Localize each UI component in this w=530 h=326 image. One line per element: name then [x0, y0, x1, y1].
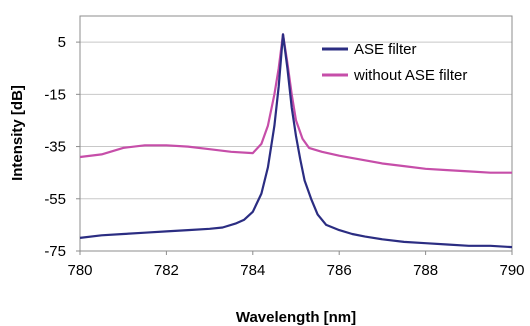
y-tick-label: -35	[44, 139, 66, 156]
plot-area-border	[79, 15, 513, 252]
y-tick-label: -55	[44, 191, 66, 208]
y-axis-ticks: 5 -15 -35 -55 -75	[44, 34, 80, 260]
y-tick-label: -75	[44, 243, 66, 260]
x-tick-label: 790	[499, 262, 524, 279]
legend: ASE filter without ASE filter	[322, 41, 467, 84]
legend-label: without ASE filter	[353, 67, 467, 84]
x-tick-label: 786	[327, 262, 352, 279]
series-lines	[79, 33, 513, 249]
y-axis-title: Intensity [dB]	[9, 85, 26, 181]
x-tick-label: 784	[240, 262, 265, 279]
y-tick-label: 5	[58, 34, 66, 51]
series-line-without-ase-filter	[79, 33, 512, 174]
legend-label: ASE filter	[354, 41, 417, 58]
x-tick-label: 788	[413, 262, 438, 279]
x-axis-title: Wavelength [nm]	[236, 309, 356, 326]
x-tick-label: 780	[67, 262, 92, 279]
x-axis-ticks: 780 782 784 786 788 790	[67, 251, 525, 279]
series-line-ase-filter	[79, 33, 513, 249]
y-tick-label: -15	[44, 86, 66, 103]
x-tick-label: 782	[154, 262, 179, 279]
